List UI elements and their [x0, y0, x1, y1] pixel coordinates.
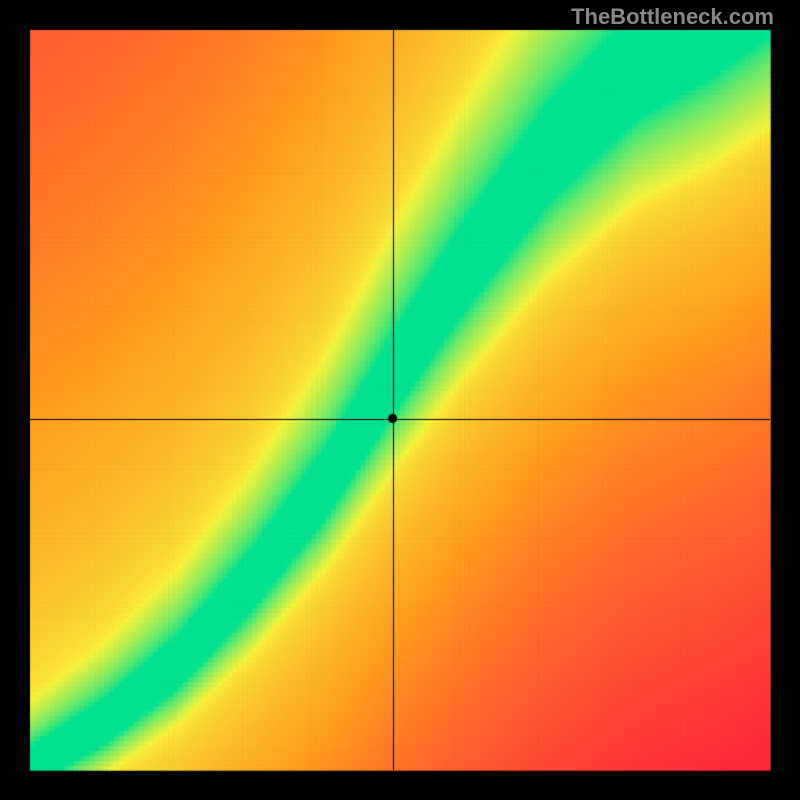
watermark-text: TheBottleneck.com — [571, 4, 774, 30]
bottleneck-heatmap — [0, 0, 800, 800]
chart-container: TheBottleneck.com — [0, 0, 800, 800]
